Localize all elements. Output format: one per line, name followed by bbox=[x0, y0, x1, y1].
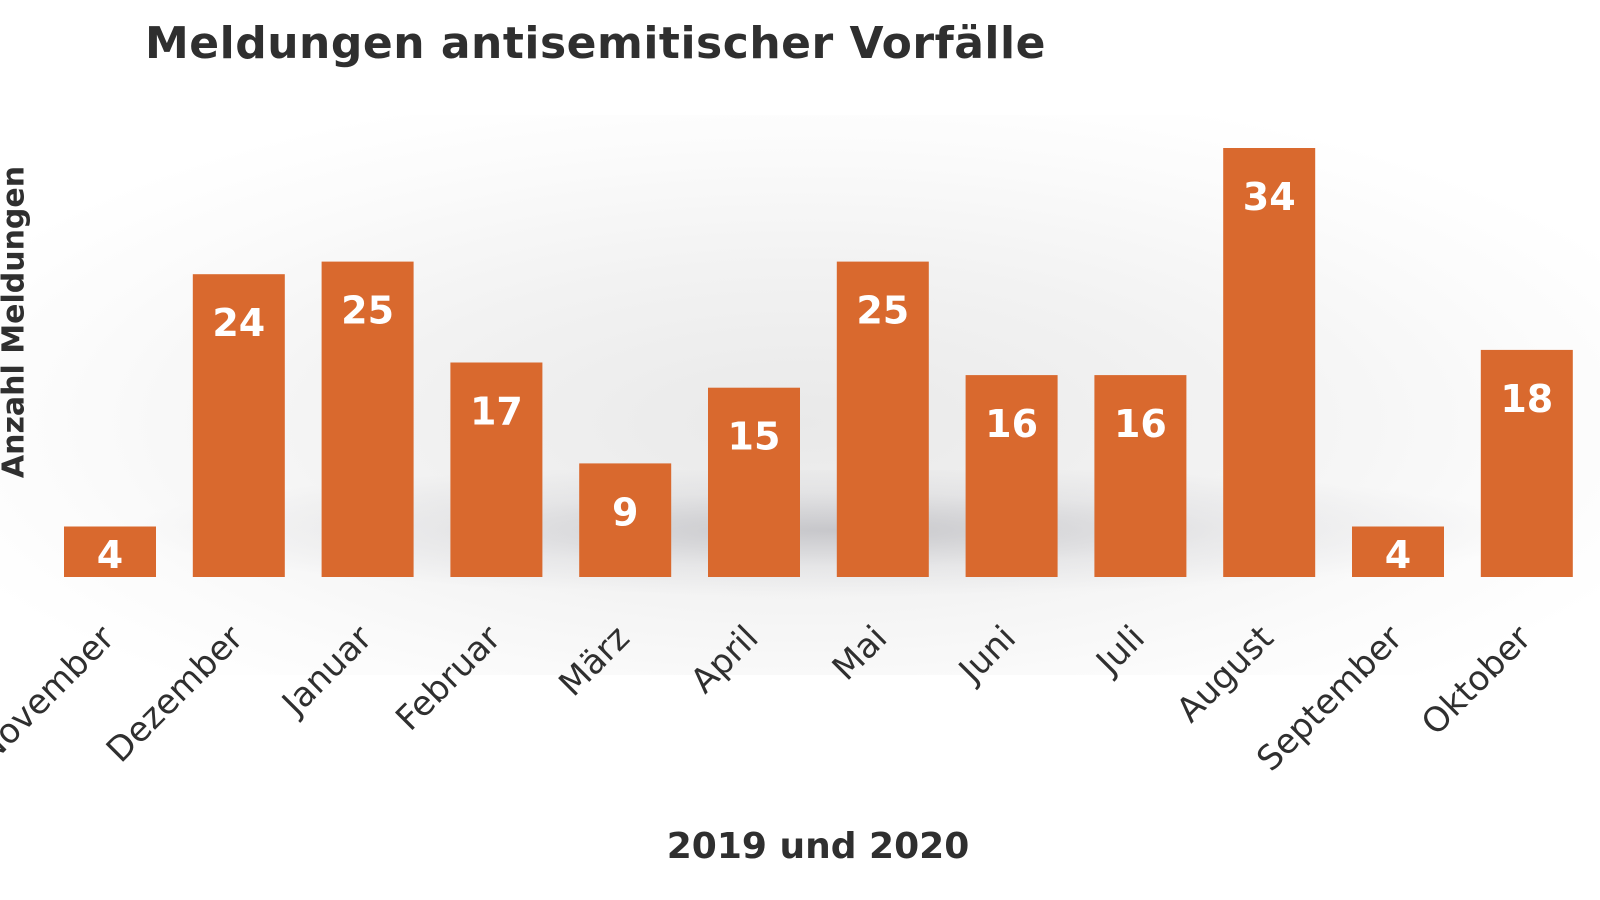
bar-oktober bbox=[1480, 349, 1573, 577]
bar-value-label: 34 bbox=[1243, 175, 1296, 219]
bar-value-label: 4 bbox=[1385, 533, 1411, 577]
bar-mai bbox=[836, 261, 929, 577]
bar-value-label: 17 bbox=[470, 390, 523, 434]
bar-value-label: 9 bbox=[612, 490, 638, 534]
bar-september bbox=[1352, 526, 1444, 577]
x-tick-label: Mai bbox=[825, 618, 895, 688]
x-tick-label: Dezember bbox=[99, 618, 251, 770]
x-tick-label: März bbox=[551, 618, 637, 704]
bar-november bbox=[64, 526, 156, 577]
bar-februar bbox=[450, 362, 543, 577]
x-tick-label: Oktober bbox=[1414, 618, 1539, 743]
bar-value-label: 4 bbox=[97, 533, 123, 577]
bar-value-label: 16 bbox=[1114, 402, 1167, 446]
bar-value-label: 15 bbox=[728, 415, 781, 459]
x-tick-label: Juli bbox=[1087, 618, 1152, 683]
bar-august bbox=[1223, 148, 1316, 577]
x-tick-label: Januar bbox=[273, 618, 380, 725]
x-tick-label: Juni bbox=[950, 618, 1024, 692]
bar-value-label: 25 bbox=[341, 289, 394, 333]
bar-juni bbox=[965, 375, 1058, 577]
chart-title: Meldungen antisemitischer Vorfälle bbox=[145, 18, 1046, 69]
x-tick-label: Februar bbox=[388, 618, 509, 739]
bar-april bbox=[708, 387, 800, 577]
bar-januar bbox=[321, 261, 414, 577]
bar-märz bbox=[579, 463, 672, 577]
bar-value-label: 25 bbox=[856, 289, 909, 333]
bar-value-label: 18 bbox=[1500, 377, 1553, 421]
x-tick-label: August bbox=[1169, 618, 1281, 730]
x-axis-label: 2019 und 2020 bbox=[666, 826, 970, 867]
bar-juli bbox=[1094, 375, 1187, 577]
bar-value-label: 16 bbox=[985, 402, 1038, 446]
x-tick-label: April bbox=[683, 618, 766, 701]
bar-dezember bbox=[192, 274, 285, 577]
bar-value-label: 24 bbox=[212, 301, 265, 345]
